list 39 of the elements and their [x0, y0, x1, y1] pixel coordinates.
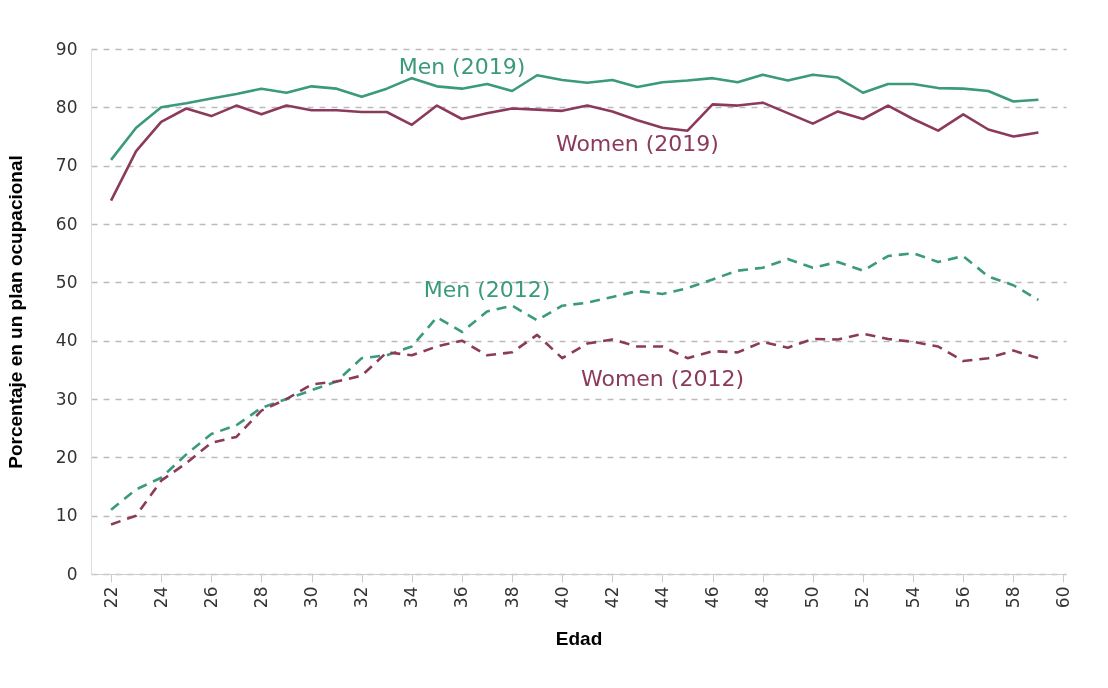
x-tick-label: 48 — [752, 586, 773, 609]
x-axis-title: Edad — [555, 628, 603, 650]
x-tick-label: 60 — [1052, 586, 1073, 609]
x-tick-label: 30 — [301, 586, 322, 609]
series-label: Men (2019) — [398, 53, 526, 79]
x-tick-label: 46 — [702, 586, 723, 609]
x-tick-label: 56 — [952, 586, 973, 609]
x-tick-label: 34 — [401, 586, 422, 609]
x-tick-label: 40 — [551, 586, 572, 609]
line-series — [109, 101, 1040, 202]
x-tick-label: 50 — [802, 586, 823, 609]
y-tick-label: 60 — [55, 213, 78, 234]
y-tick-label: 90 — [55, 38, 78, 59]
x-tick-label: 22 — [100, 586, 121, 609]
y-axis-title: Porcentaje en un plan ocupacional — [4, 155, 26, 469]
y-tick-label: 50 — [55, 271, 78, 292]
x-tick-label: 32 — [351, 586, 372, 609]
line-series — [109, 332, 1040, 526]
x-tick-label: 36 — [451, 586, 472, 609]
x-tick-label: 38 — [501, 586, 522, 609]
y-tick-label: 70 — [55, 155, 78, 176]
y-tick-label: 80 — [55, 96, 78, 117]
x-tick-label: 42 — [601, 586, 622, 609]
x-tick-label: 54 — [902, 586, 923, 609]
line-series — [109, 251, 1040, 512]
y-tick-label: 20 — [55, 446, 78, 467]
y-tick-label: 0 — [66, 563, 78, 584]
series-label: Women (2012) — [580, 365, 744, 391]
x-tick-label: 58 — [1002, 586, 1023, 609]
x-tick-label: 26 — [200, 586, 221, 609]
series-label: Women (2019) — [555, 131, 719, 157]
y-tick-label: 40 — [55, 330, 78, 351]
y-tick-label: 10 — [55, 505, 78, 526]
x-tick-label: 28 — [250, 586, 271, 609]
series-label: Men (2012) — [423, 276, 551, 302]
x-tick-label: 52 — [852, 586, 873, 609]
y-tick-label: 30 — [55, 388, 78, 409]
x-tick-label: 44 — [651, 586, 672, 609]
x-tick-label: 24 — [150, 586, 171, 609]
